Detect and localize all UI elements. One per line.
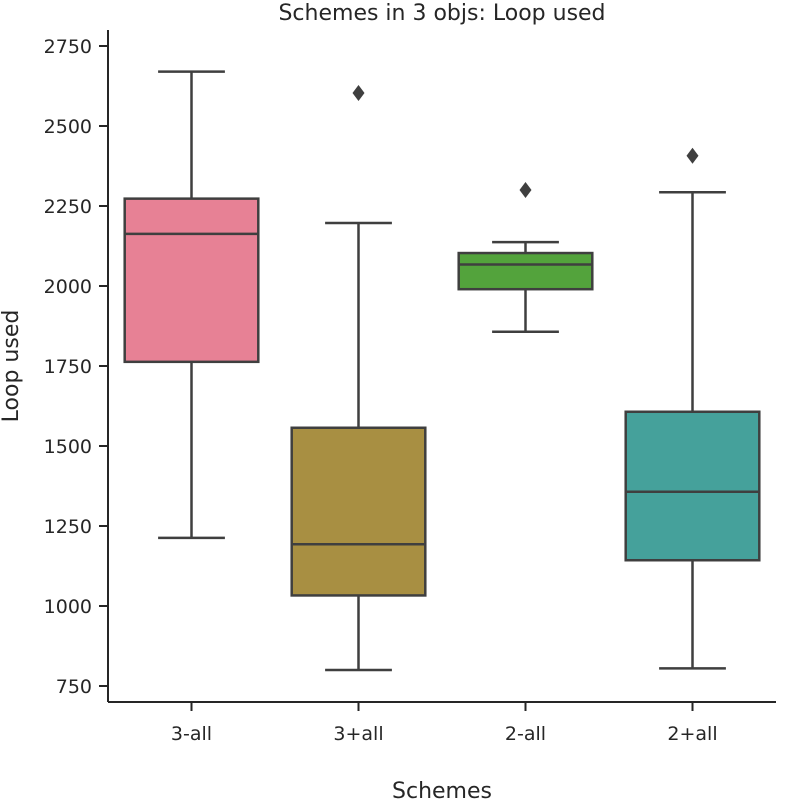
iqr-box <box>457 251 594 291</box>
y-tick-label: 750 <box>56 676 92 698</box>
boxes-group <box>123 70 761 672</box>
box-3-all <box>123 70 260 540</box>
y-tick-label: 1500 <box>44 436 92 458</box>
box-2-all <box>457 182 594 334</box>
x-axis: 3-all 3+all 2-all 2+all <box>108 701 776 745</box>
y-axis: 750 1000 1250 1500 1750 2000 2250 2500 2750 <box>44 30 109 702</box>
x-axis-label: Schemes <box>392 779 492 800</box>
y-tick-label: 2500 <box>44 116 92 138</box>
outlier-point <box>686 147 699 164</box>
x-tick-label: 3+all <box>333 723 383 745</box>
y-tick-label: 2250 <box>44 196 92 218</box>
iqr-box <box>624 410 761 562</box>
outlier-point <box>519 182 532 198</box>
box-3+all <box>290 85 427 672</box>
box-2+all <box>624 147 761 670</box>
y-tick-label: 1000 <box>44 596 92 618</box>
iqr-box <box>123 197 260 364</box>
outlier-point <box>352 85 365 102</box>
x-tick-label: 3-all <box>171 723 212 745</box>
y-tick-label: 1250 <box>44 516 92 538</box>
y-tick-label: 2750 <box>44 36 92 58</box>
x-tick-label: 2+all <box>667 723 717 745</box>
iqr-box <box>290 426 427 597</box>
y-axis-label: Loop used <box>0 310 24 423</box>
y-tick-label: 2000 <box>44 276 92 298</box>
x-tick-label: 2-all <box>505 723 546 745</box>
chart-title: Schemes in 3 objs: Loop used <box>278 1 605 26</box>
y-tick-label: 1750 <box>44 356 92 378</box>
